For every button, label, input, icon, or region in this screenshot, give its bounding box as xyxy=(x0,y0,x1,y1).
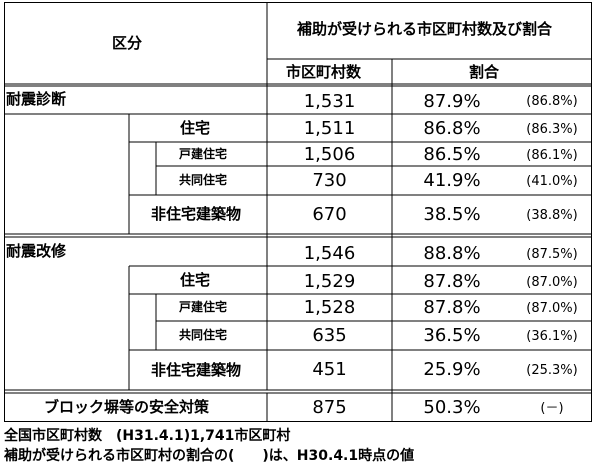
count-value: 1,528 xyxy=(303,297,356,318)
header-category: 区分 xyxy=(112,34,143,52)
row-label-housing: 住宅 xyxy=(180,119,211,137)
ratio-value: 50.3% xyxy=(423,397,481,418)
previous-ratio: (87.5%) xyxy=(526,247,578,262)
ratio-value: 38.5% xyxy=(423,204,481,225)
previous-ratio: (86.1%) xyxy=(526,148,578,163)
count-value: 1,511 xyxy=(303,118,356,139)
previous-ratio: (86.8%) xyxy=(526,94,578,109)
row-label-housing: 住宅 xyxy=(180,271,211,289)
previous-ratio: (38.8%) xyxy=(526,208,578,223)
count-value: 730 xyxy=(312,170,347,191)
section-label-retrofit: 耐震改修 xyxy=(6,242,67,260)
header-ratio: 割合 xyxy=(469,63,500,81)
count-value: 1,529 xyxy=(303,271,356,292)
ratio-value: 87.8% xyxy=(423,297,481,318)
header-count: 市区町村数 xyxy=(286,63,362,81)
count-value: 1,506 xyxy=(303,144,356,165)
footnotes: 全国市区町村数 (H31.4.1)1,741市区町村 補助が受けられる市区町村の… xyxy=(4,426,594,466)
ratio-value: 86.8% xyxy=(423,118,481,139)
section-label-diagnosis: 耐震診断 xyxy=(6,90,67,108)
footnote-previous-year: 補助が受けられる市区町村の割合の( )は、H30.4.1時点の値 xyxy=(4,448,415,464)
row-label-apartment-housing: 共同住宅 xyxy=(179,328,228,342)
count-value: 635 xyxy=(312,325,347,346)
count-value: 875 xyxy=(312,397,347,418)
previous-ratio: (36.1%) xyxy=(526,329,578,344)
count-value: 1,546 xyxy=(303,243,356,264)
ratio-value: 25.9% xyxy=(423,359,481,380)
previous-ratio: (41.0%) xyxy=(526,174,578,189)
ratio-value: 41.9% xyxy=(423,170,481,191)
ratio-value: 36.5% xyxy=(423,325,481,346)
previous-ratio: (－) xyxy=(540,401,564,416)
row-label-block-wall: ブロック塀等の安全対策 xyxy=(44,398,210,416)
subsidy-table: 区分 補助が受けられる市区町村数及び割合 市区町村数 割合 耐震診断 1,531… xyxy=(4,2,592,422)
table-grid xyxy=(4,2,592,422)
previous-ratio: (86.3%) xyxy=(526,122,578,137)
previous-ratio: (25.3%) xyxy=(526,363,578,378)
ratio-value: 87.8% xyxy=(423,271,481,292)
header-group: 補助が受けられる市区町村数及び割合 xyxy=(297,20,553,38)
row-label-detached-housing: 戸建住宅 xyxy=(179,147,228,161)
previous-ratio: (87.0%) xyxy=(526,275,578,290)
row-label-detached-housing: 戸建住宅 xyxy=(179,300,228,314)
count-value: 670 xyxy=(312,204,347,225)
row-label-non-residential: 非住宅建築物 xyxy=(151,361,242,379)
previous-ratio: (87.0%) xyxy=(526,301,578,316)
footnote-total-municipalities: 全国市区町村数 (H31.4.1)1,741市区町村 xyxy=(4,428,291,444)
count-value: 1,531 xyxy=(303,91,356,112)
row-label-apartment-housing: 共同住宅 xyxy=(179,173,228,187)
ratio-value: 87.9% xyxy=(423,91,481,112)
ratio-value: 86.5% xyxy=(423,144,481,165)
count-value: 451 xyxy=(312,359,347,380)
ratio-value: 88.8% xyxy=(423,243,481,264)
row-label-non-residential: 非住宅建築物 xyxy=(151,205,242,223)
